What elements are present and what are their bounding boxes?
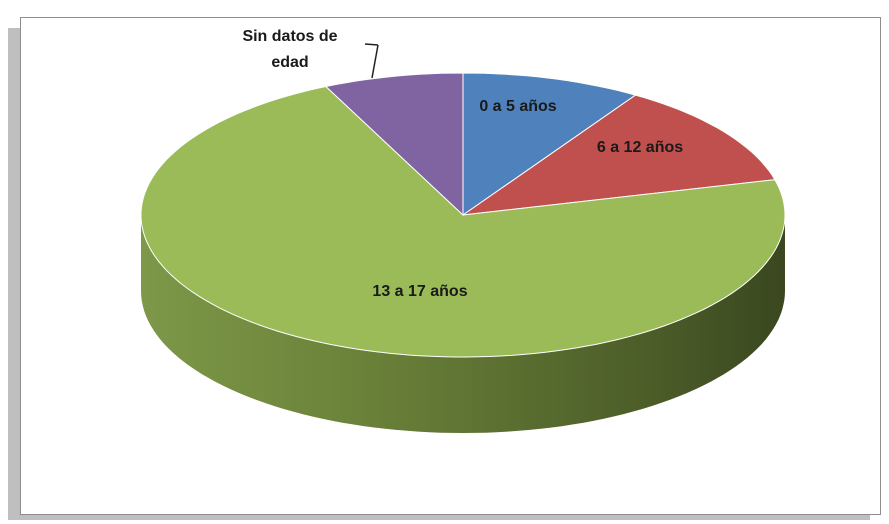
leader-line: [364, 43, 379, 46]
slice-label: 6 a 12 años: [596, 139, 684, 156]
slice-label: 13 a 17 años: [372, 283, 468, 300]
pie-side: [141, 215, 785, 433]
slice-label: Sin datos de edad: [242, 28, 338, 71]
pie-slice: [140, 85, 786, 358]
pie-slice: [462, 94, 776, 216]
pie-slice: [462, 72, 637, 216]
pie: [140, 72, 786, 433]
pie-slice: [324, 72, 464, 217]
leader-line: [371, 44, 379, 79]
slice-label: 0 a 5 años: [479, 98, 557, 115]
